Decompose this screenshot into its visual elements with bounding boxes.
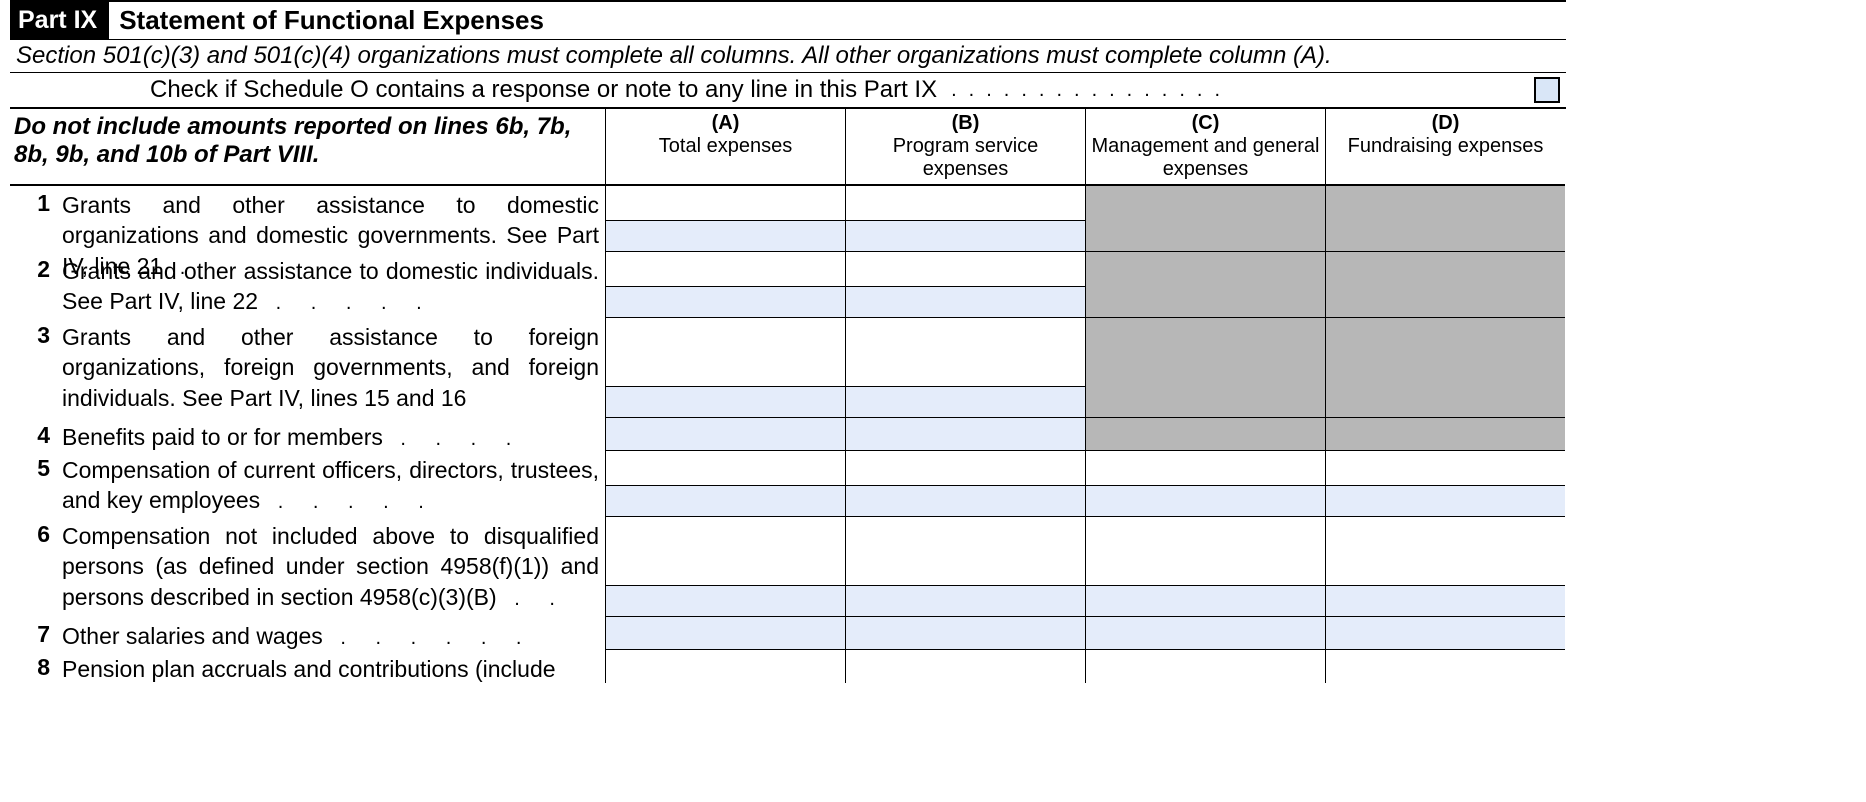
expense-cell [1085, 252, 1325, 318]
expense-input[interactable] [846, 485, 1085, 517]
schedule-o-row: Check if Schedule O contains a response … [10, 73, 1566, 109]
expense-cell [1325, 517, 1565, 617]
expense-cell [605, 252, 845, 318]
line-description: Pension plan accruals and contributions … [60, 650, 605, 683]
form-990-part-ix: Part IX Statement of Functional Expenses… [10, 0, 1566, 683]
expense-input[interactable] [846, 617, 1085, 650]
part-title: Statement of Functional Expenses [109, 5, 544, 36]
expense-cell [605, 418, 845, 451]
expense-input[interactable] [1086, 617, 1325, 650]
expense-cell [845, 517, 1085, 617]
expense-cell [845, 650, 1085, 683]
expense-input[interactable] [606, 418, 845, 451]
expense-cell [1085, 517, 1325, 617]
expense-cell [605, 617, 845, 650]
expense-cell [1085, 186, 1325, 252]
expense-input[interactable] [846, 418, 1085, 451]
line-description: Grants and other assistance to domestic … [60, 252, 605, 318]
expense-input[interactable] [606, 485, 845, 517]
expense-input[interactable] [606, 220, 845, 252]
expense-cell [1325, 451, 1565, 517]
expense-cell [845, 617, 1085, 650]
expense-cell [1085, 617, 1325, 650]
line-number: 8 [10, 650, 60, 683]
expense-cell [605, 517, 845, 617]
line-number: 1 [10, 186, 60, 252]
line-number: 6 [10, 517, 60, 617]
col-head-a: (A) Total expenses [605, 109, 845, 186]
expense-cell [1085, 318, 1325, 418]
col-letter: (C) [1192, 112, 1220, 134]
col-head-d: (D) Fundraising expenses [1325, 109, 1565, 186]
line-number: 4 [10, 418, 60, 451]
expense-cell [845, 451, 1085, 517]
expense-cell [1325, 617, 1565, 650]
section-instruction: Section 501(c)(3) and 501(c)(4) organiza… [10, 40, 1566, 73]
expense-input[interactable] [846, 286, 1085, 318]
col-head-b: (B) Program service expenses [845, 109, 1085, 186]
line-description: Compensation not included above to disqu… [60, 517, 605, 617]
expense-input[interactable] [1326, 617, 1565, 650]
col-label: Fundraising expenses [1348, 135, 1544, 157]
expense-cell [605, 318, 845, 418]
expense-cell [1325, 650, 1565, 683]
line-number: 5 [10, 451, 60, 517]
expense-cell [1325, 318, 1565, 418]
expense-input[interactable] [1326, 485, 1565, 517]
expense-input[interactable] [1326, 585, 1565, 617]
line-number: 7 [10, 617, 60, 650]
col-letter: (D) [1432, 112, 1460, 134]
line-description: Grants and other assistance to domestic … [60, 186, 605, 252]
part-badge: Part IX [10, 2, 109, 39]
line-description: Other salaries and wages . . . . . . [60, 617, 605, 650]
col-label: Management and general expenses [1092, 135, 1320, 180]
col-head-c: (C) Management and general expenses [1085, 109, 1325, 186]
expense-input[interactable] [1086, 585, 1325, 617]
expense-cell [845, 418, 1085, 451]
expense-input[interactable] [1086, 485, 1325, 517]
header-note: Do not include amounts reported on lines… [10, 109, 605, 186]
expense-cell [1085, 418, 1325, 451]
expense-cell [605, 186, 845, 252]
expense-cell [1085, 650, 1325, 683]
expense-cell [1325, 186, 1565, 252]
part-header: Part IX Statement of Functional Expenses [10, 0, 1566, 40]
col-letter: (B) [952, 112, 980, 134]
line-number: 2 [10, 252, 60, 318]
expense-cell [605, 451, 845, 517]
line-description: Grants and other assistance to foreign o… [60, 318, 605, 418]
expense-cell [845, 186, 1085, 252]
expense-cell [845, 318, 1085, 418]
expense-input[interactable] [846, 220, 1085, 252]
line-description: Benefits paid to or for members . . . . [60, 418, 605, 451]
dot-leader: ................ [937, 79, 1524, 102]
expense-cell [605, 650, 845, 683]
expense-input[interactable] [606, 617, 845, 650]
col-letter: (A) [712, 112, 740, 134]
expense-cell [1325, 418, 1565, 451]
col-label: Program service expenses [893, 135, 1039, 180]
schedule-o-text: Check if Schedule O contains a response … [150, 76, 937, 104]
col-label: Total expenses [659, 135, 792, 157]
expense-input[interactable] [606, 386, 845, 418]
expense-input[interactable] [846, 585, 1085, 617]
expense-cell [1085, 451, 1325, 517]
line-description: Compensation of current officers, direct… [60, 451, 605, 517]
line-number: 3 [10, 318, 60, 418]
expense-cell [1325, 252, 1565, 318]
schedule-o-checkbox[interactable] [1534, 77, 1560, 103]
expense-input[interactable] [846, 386, 1085, 418]
expense-input[interactable] [606, 286, 845, 318]
expense-input[interactable] [606, 585, 845, 617]
expense-grid: Do not include amounts reported on lines… [10, 109, 1566, 683]
expense-cell [845, 252, 1085, 318]
